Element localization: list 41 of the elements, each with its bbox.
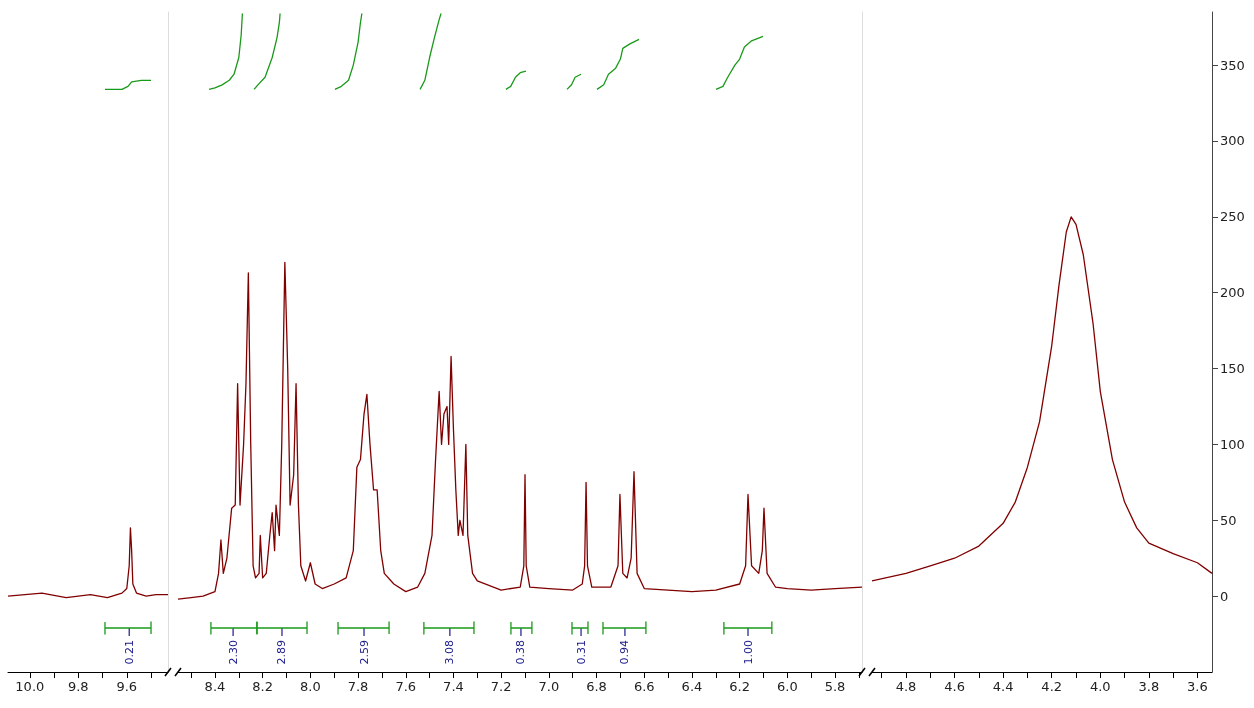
annotation: 2.30 — [226, 640, 240, 665]
x-tick-label: 6.0 — [777, 679, 798, 694]
y-tick-label: 50 — [1220, 512, 1237, 528]
annotation: 1.00 — [741, 640, 755, 665]
x-tick-label: 4.2 — [1041, 679, 1063, 694]
x-tick-label: 8.0 — [300, 679, 321, 694]
annotation: 0.94 — [618, 640, 632, 665]
x-tick-label: 7.6 — [395, 679, 417, 694]
y-tick-label: 350 — [1220, 57, 1245, 73]
x-tick-label: 7.2 — [490, 679, 512, 694]
annotation: 3.08 — [443, 640, 457, 665]
x-tick-label: 4.6 — [944, 679, 965, 694]
x-tick-label: 6.4 — [681, 679, 703, 694]
x-tick-label: 3.8 — [1138, 679, 1160, 694]
annotation: 2.59 — [357, 640, 371, 665]
annotation: 0.31 — [574, 640, 588, 665]
y-tick-label: 150 — [1220, 361, 1245, 377]
x-tick-label: 8.2 — [252, 679, 274, 694]
y-tick-label: 0 — [1220, 588, 1229, 604]
x-tick-label: 9.6 — [116, 679, 138, 694]
x-tick-label: 4.0 — [1089, 679, 1111, 694]
x-tick-label: 8.4 — [204, 679, 226, 694]
x-tick-label: 4.8 — [895, 679, 917, 694]
x-tick-label: 6.8 — [586, 679, 607, 694]
x-tick-label: 7.4 — [443, 679, 464, 694]
annotation: 2.89 — [275, 640, 289, 665]
y-tick-label: 300 — [1220, 133, 1245, 149]
x-tick-label: 4.4 — [992, 679, 1014, 694]
x-tick-label: 5.8 — [824, 679, 846, 694]
x-tick-label: 9.8 — [67, 679, 89, 694]
x-tick-label: 6.6 — [633, 679, 655, 694]
y-tick-label: 250 — [1220, 209, 1245, 225]
x-tick-label: 6.2 — [729, 679, 750, 694]
y-tick-label: 200 — [1220, 285, 1245, 301]
x-tick-label: 3.6 — [1187, 679, 1208, 694]
y-tick-label: 100 — [1220, 436, 1245, 452]
x-tick-label: 10.0 — [15, 679, 45, 694]
x-tick-label: 7.0 — [538, 679, 560, 694]
annotation: 0.38 — [514, 640, 528, 665]
annotation: 0.21 — [122, 640, 136, 665]
x-tick-label: 7.8 — [347, 679, 369, 694]
